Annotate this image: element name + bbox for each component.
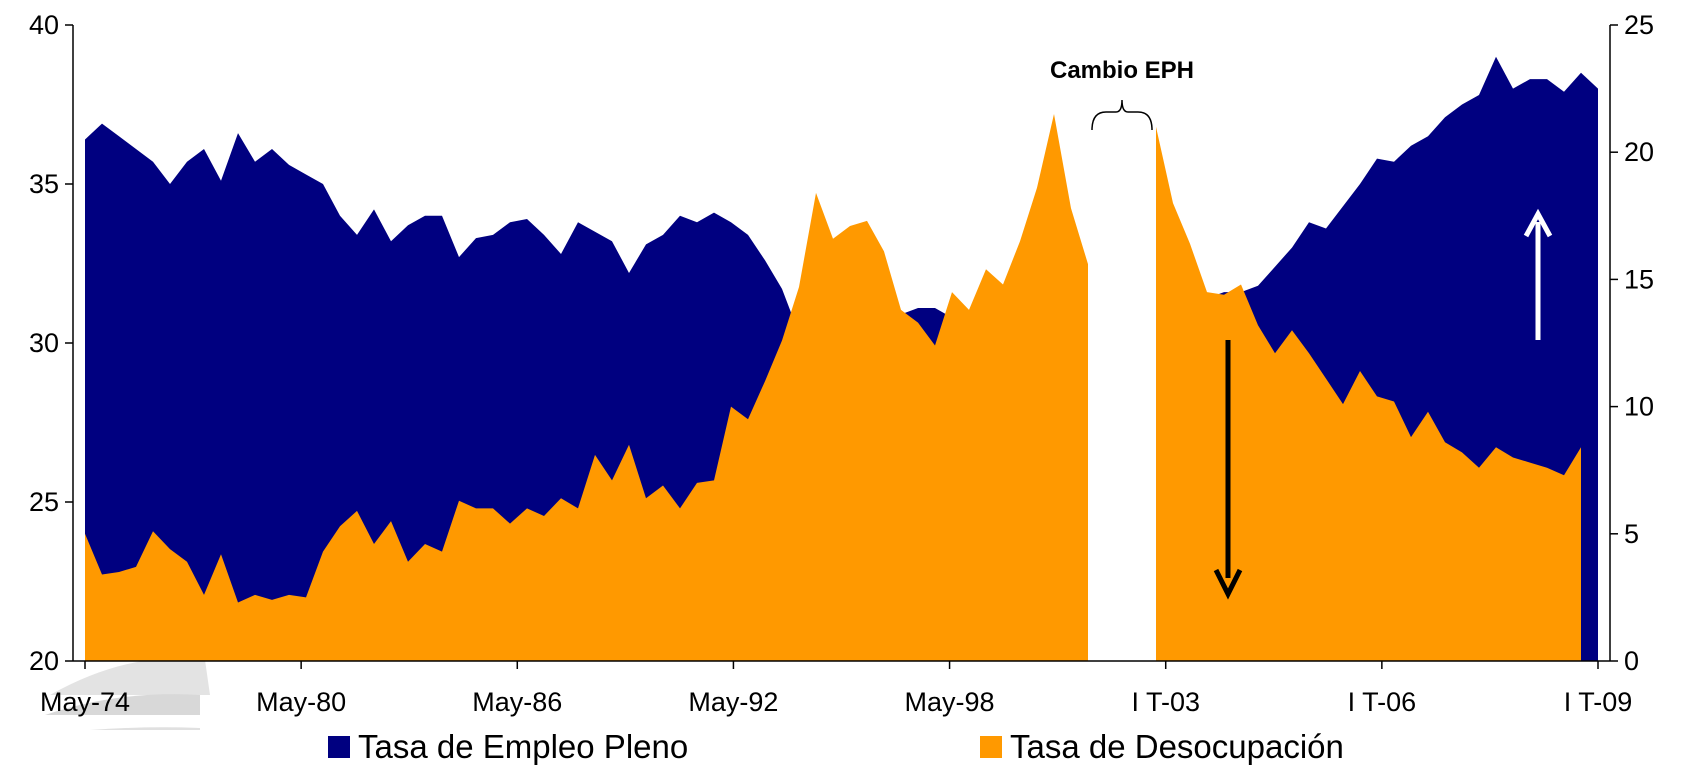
x-tick-label: May-86 (472, 687, 562, 717)
y-right-tick-label: 15 (1624, 264, 1654, 294)
x-tick-label: I T-09 (1564, 687, 1633, 717)
legend: Tasa de Empleo Pleno Tasa de Desocupació… (0, 728, 1700, 772)
y-right-tick-label: 25 (1624, 10, 1654, 40)
y-left-tick-label: 20 (29, 646, 59, 676)
legend-item-desocupacion: Tasa de Desocupación (980, 728, 1344, 766)
legend-label-desocupacion: Tasa de Desocupación (1010, 728, 1344, 765)
area-desocupacion-segment-2 (1156, 126, 1581, 662)
y-right-tick-label: 0 (1624, 646, 1639, 676)
chart-canvas: 20 25 30 35 40 0 5 10 15 20 25 May-74 May-80 May-86 Ma… (29, 10, 1654, 730)
x-tick-label: May-80 (256, 687, 346, 717)
up-arrow-head (1523, 208, 1553, 238)
logo-watermark (45, 658, 210, 730)
y-left-tick-label: 40 (29, 10, 59, 40)
legend-swatch-empleo (328, 736, 350, 758)
x-tick-label: I T-06 (1348, 687, 1417, 717)
y-right-tick-label: 5 (1624, 519, 1639, 549)
x-tick-label: I T-03 (1131, 687, 1200, 717)
down-arrow-head (1213, 568, 1243, 600)
x-tick-label: May-74 (40, 687, 130, 717)
x-tick-label: May-92 (688, 687, 778, 717)
legend-swatch-desocupacion (980, 736, 1002, 758)
annotation-label: Cambio EPH (1050, 57, 1194, 84)
annotation-brace (1091, 99, 1153, 131)
x-tick-label: May-98 (905, 687, 995, 717)
y-right-tick-label: 20 (1624, 137, 1654, 167)
legend-label-empleo: Tasa de Empleo Pleno (358, 728, 689, 765)
y-left-tick-label: 35 (29, 169, 59, 199)
y-left-tick-label: 30 (29, 328, 59, 358)
legend-item-empleo: Tasa de Empleo Pleno (328, 728, 688, 766)
y-left-tick-label: 25 (29, 487, 59, 517)
y-right-tick-label: 10 (1624, 392, 1654, 422)
area-desocupacion-segment-0 (85, 114, 1088, 661)
